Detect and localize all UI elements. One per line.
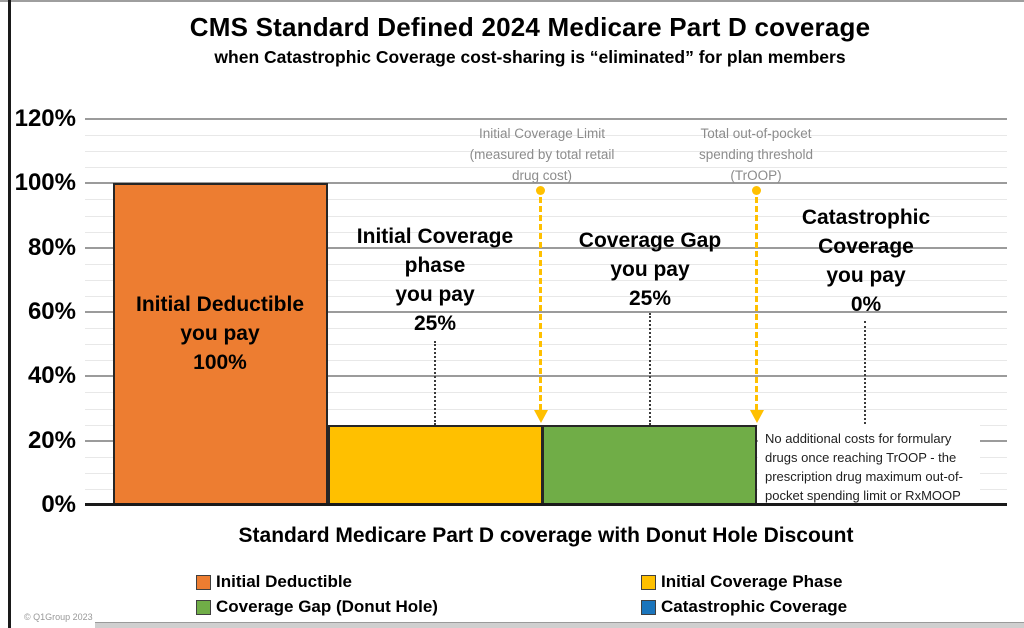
y-axis-label: 120% [14, 105, 76, 132]
bar-3 [542, 424, 757, 505]
major-gridline [85, 375, 1007, 378]
annotation-troop: Total out-of-pocket spending threshold (… [698, 126, 814, 183]
bottom-edge-strip [95, 622, 1024, 628]
minor-gridline [85, 135, 1007, 137]
legend-label: Initial Coverage Phase [661, 572, 843, 591]
legend-item-initial-coverage-phase: Initial Coverage Phase [641, 572, 842, 592]
y-axis-label: 20% [27, 426, 76, 454]
annotation-initial-coverage-limit: Initial Coverage Limit (measured by tota… [469, 126, 615, 183]
y-axis-label: 40% [27, 362, 76, 390]
legend-label: Catastrophic Coverage [661, 597, 848, 616]
major-gridline [85, 246, 1007, 249]
troop-note-box: No additional costs for formulary drugs … [758, 424, 980, 503]
leader-catastrophic-coverage [864, 321, 866, 424]
legend-item-coverage-gap: Coverage Gap (Donut Hole) [196, 597, 438, 617]
y-axis-label: 60% [27, 298, 76, 325]
x-axis-line [85, 503, 1007, 506]
major-gridline [85, 182, 1007, 185]
label-initial-deductible: Initial Deductible you pay 100% [135, 293, 305, 374]
label-catastrophic-coverage: Catastrophic Coverage you pay 0% [801, 206, 931, 316]
troop-marker-dashed-line [755, 197, 758, 410]
minor-gridline [85, 215, 1007, 217]
legend-label: Coverage Gap (Donut Hole) [216, 597, 438, 616]
chart-subtitle: when Catastrophic Coverage cost-sharing … [214, 47, 846, 67]
plot-area [85, 118, 1007, 506]
label-initial-coverage-phase: Initial Coverage phase you pay 25% [356, 225, 514, 335]
icl-marker-dot [536, 186, 545, 195]
major-gridline [85, 311, 1007, 313]
legend-swatch-initial-deductible [196, 574, 211, 590]
troop-marker-dot [752, 186, 761, 195]
icl-marker-dashed-line [539, 197, 542, 410]
y-axis-label: 100% [14, 169, 76, 197]
minor-gridline [85, 295, 1007, 297]
minor-gridline [85, 263, 1007, 265]
y-axis-label: 80% [27, 233, 76, 261]
minor-gridline [85, 328, 1007, 330]
x-axis-title: Standard Medicare Part D coverage with D… [238, 524, 854, 547]
leader-coverage-gap [649, 313, 651, 425]
minor-gridline [85, 408, 1007, 410]
minor-gridline [85, 392, 1007, 394]
window-top-border [0, 0, 1024, 2]
window-left-border [8, 0, 11, 628]
major-gridline [85, 118, 1007, 120]
legend-swatch-initial-coverage-phase [641, 574, 656, 590]
legend-item-initial-deductible: Initial Deductible [196, 572, 352, 592]
legend-swatch-catastrophic-coverage [641, 599, 656, 615]
copyright-text: © Q1Group 2023 [24, 612, 93, 622]
minor-gridline [85, 151, 1007, 153]
bar-2 [328, 424, 543, 505]
minor-gridline [85, 360, 1007, 362]
label-coverage-gap: Coverage Gap you pay 25% [578, 229, 722, 310]
minor-gridline [85, 279, 1007, 281]
troop-marker-arrow-icon [750, 410, 764, 423]
chart-title: CMS Standard Defined 2024 Medicare Part … [189, 12, 871, 42]
legend-item-catastrophic-coverage: Catastrophic Coverage [641, 597, 847, 617]
minor-gridline [85, 231, 1007, 233]
minor-gridline [85, 344, 1007, 346]
icl-marker-arrow-icon [534, 410, 548, 423]
legend-swatch-coverage-gap [196, 599, 211, 615]
y-axis-label: 0% [41, 491, 76, 518]
bar-1 [113, 183, 328, 505]
minor-gridline [85, 199, 1007, 201]
minor-gridline [85, 167, 1007, 169]
leader-initial-coverage-phase [434, 341, 436, 425]
legend-label: Initial Deductible [216, 572, 353, 591]
